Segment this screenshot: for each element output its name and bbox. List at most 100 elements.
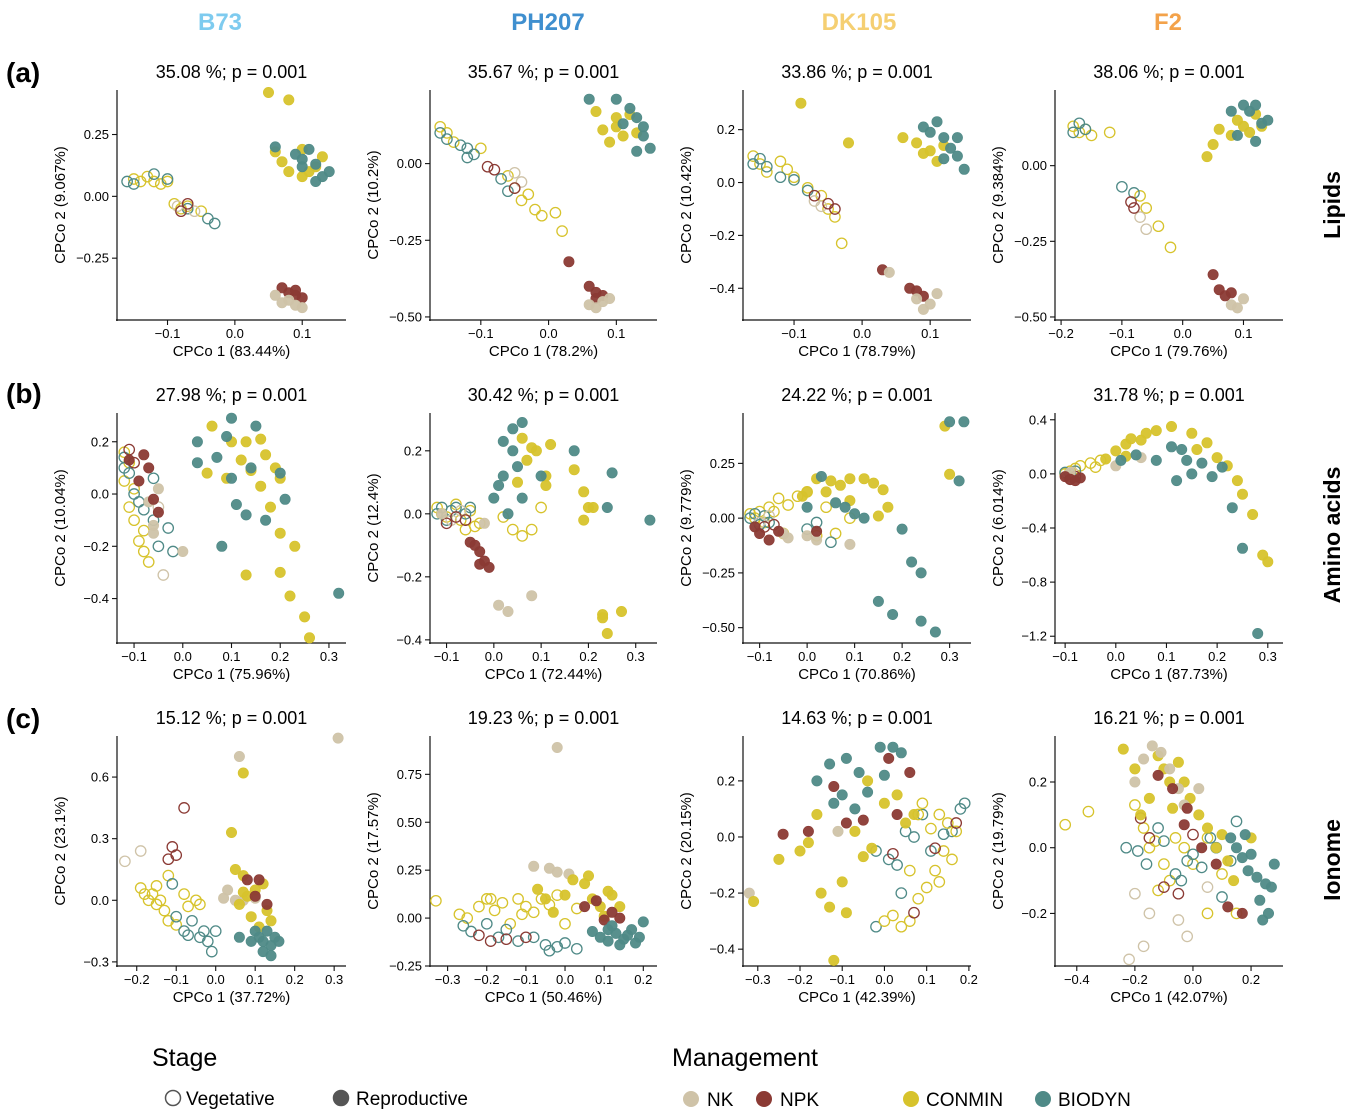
scatter-point-nk-reproductive <box>1146 740 1158 752</box>
scatter-point-biodyn-reproductive <box>1242 865 1254 877</box>
scatter-point-biodyn-reproductive <box>836 789 848 801</box>
scatter-point-biodyn-reproductive <box>1226 502 1238 514</box>
scatter-point-biodyn-reproductive <box>839 501 851 513</box>
scatter-point-npk-reproductive <box>777 828 789 840</box>
scatter-point-conmin-reproductive <box>878 797 890 809</box>
scatter-point-conmin-vegetative <box>516 908 528 921</box>
scatter-point-biodyn-reproductive <box>637 916 649 928</box>
legend-npk-label: NPK <box>780 1090 819 1110</box>
scatter-point-npk-vegetative <box>1128 202 1140 214</box>
scatter-point-conmin-reproductive <box>748 895 760 907</box>
scatter-point-conmin-vegetative <box>162 914 175 927</box>
y-tick-label: 0.25 <box>84 127 109 142</box>
panel-7: 31.78 %; p = 0.001 −0.1 0.0 0.1 0.2 0.3 −1.2 −0… <box>990 385 1283 683</box>
y-axis-label: CPCo 2 (9.067%) <box>52 146 69 264</box>
legend-nk-marker <box>683 1091 699 1107</box>
scatter-point-conmin-vegetative <box>504 917 517 930</box>
x-tick-label: 0.1 <box>293 326 311 341</box>
scatter-point-nk-reproductive <box>332 732 344 744</box>
scatter-point-biodyn-vegetative <box>754 152 766 165</box>
scatter-point-conmin-vegetative <box>1152 220 1165 233</box>
scatter-point-conmin-vegetative <box>527 906 540 919</box>
scatter-point-nk-reproductive <box>1164 763 1176 775</box>
y-tick-label: 0.00 <box>397 911 422 926</box>
scatter-point-biodyn-vegetative <box>1195 861 1208 874</box>
y-axis-label: CPCo 2 (23.1%) <box>52 796 69 905</box>
scatter-point-biodyn-vegetative <box>1216 891 1228 903</box>
scatter-point-nk-reproductive <box>152 483 164 495</box>
scatter-point-nk-reproductive <box>844 538 856 550</box>
scatter-point-conmin-reproductive <box>866 842 878 854</box>
scatter-point-conmin-reproductive <box>237 886 249 898</box>
scatter-point-conmin-vegetative <box>441 127 453 139</box>
scatter-point-conmin-vegetative <box>1103 126 1116 139</box>
x-tick-label: −0.2 <box>474 972 500 987</box>
scatter-point-npk-reproductive <box>614 912 626 924</box>
scatter-point-conmin-reproductive <box>825 475 837 487</box>
scatter-point-biodyn-reproductive <box>230 498 242 510</box>
scatter-point-nk-reproductive <box>478 517 490 529</box>
scatter-point-biodyn-vegetative <box>1181 855 1194 867</box>
scatter-point-npk-reproductive <box>1222 901 1234 913</box>
y-tick-label: 0.2 <box>717 773 735 788</box>
y-axis-label: CPCo 2 (20.15%) <box>678 792 695 910</box>
scatter-point-conmin-vegetative <box>148 175 160 188</box>
scatter-point-nk-vegetative <box>1134 211 1146 223</box>
scatter-point-biodyn-reproductive <box>629 937 641 949</box>
scatter-point-biodyn-reproductive <box>261 925 273 937</box>
x-tick-label: 0.0 <box>853 326 871 341</box>
scatter-point-biodyn-vegetative <box>205 945 218 958</box>
scatter-point-biodyn-reproductive <box>310 158 322 170</box>
x-axis-label: CPCo 1 (78.2%) <box>489 343 598 360</box>
scatter-point-conmin-vegetative <box>1137 822 1150 834</box>
scatter-point-conmin-vegetative <box>137 545 150 558</box>
x-tick-label: −0.2 <box>1122 972 1148 987</box>
y-tick-label: 0.0 <box>91 893 109 908</box>
panel-1: 35.67 %; p = 0.001 −0.1 0.0 0.1 −0.50 −0.25 0.… <box>365 62 657 360</box>
scatter-point-conmin-reproductive <box>1143 792 1155 804</box>
scatter-point-npk-reproductive <box>143 462 155 474</box>
x-tick-label: 0.1 <box>246 972 264 987</box>
scatter-point-conmin-vegetative <box>1134 190 1146 202</box>
scatter-point-conmin-vegetative <box>1149 835 1162 847</box>
scatter-point-conmin-reproductive <box>567 874 579 886</box>
scatter-point-conmin-reproductive <box>868 477 880 489</box>
scatter-point-conmin-reproductive <box>1193 809 1205 821</box>
scatter-point-npk-vegetative <box>440 517 453 530</box>
scatter-point-biodyn-reproductive <box>507 423 519 435</box>
scatter-point-biodyn-reproductive <box>1263 907 1275 919</box>
scatter-point-conmin-reproductive <box>201 467 213 479</box>
scatter-point-conmin-vegetative <box>535 501 547 514</box>
scatter-point-biodyn-reproductive <box>535 470 547 482</box>
scatter-point-biodyn-reproductive <box>637 121 649 133</box>
scatter-point-npk-vegetative <box>1158 881 1170 893</box>
x-tick-label: 0.1 <box>918 972 936 987</box>
scatter-point-conmin-reproductive <box>1172 756 1184 768</box>
scatter-point-npk-vegetative <box>488 163 501 176</box>
scatter-point-conmin-vegetative <box>549 206 562 219</box>
legend-vegetative-label: Vegetative <box>186 1089 275 1110</box>
y-tick-label: −0.2 <box>709 228 735 243</box>
scatter-point-biodyn-reproductive <box>938 153 950 165</box>
scatter-point-conmin-reproductive <box>1244 126 1256 138</box>
scatter-point-conmin-reproductive <box>1166 420 1178 432</box>
scatter-point-conmin-reproductive <box>1211 452 1223 464</box>
y-tick-label: −0.8 <box>1021 575 1047 590</box>
scatter-point-npk-reproductive <box>1207 269 1219 281</box>
scatter-point-nk-vegetative <box>1181 930 1194 943</box>
x-tick-label: −0.2 <box>787 972 813 987</box>
scatter-point-npk-vegetative <box>484 935 497 947</box>
scatter-point-biodyn-reproductive <box>644 142 656 154</box>
scatter-point-biodyn-vegetative <box>958 797 971 810</box>
y-tick-label: −0.2 <box>709 886 735 901</box>
scatter-point-biodyn-reproductive <box>1251 871 1263 883</box>
scatter-point-conmin-reproductive <box>1262 556 1274 568</box>
scatter-point-conmin-reproductive <box>1231 475 1243 487</box>
y-tick-label: 0.2 <box>1029 775 1047 790</box>
scatter-point-biodyn-reproductive <box>250 420 262 432</box>
scatter-point-biodyn-vegetative <box>539 939 552 951</box>
scatter-point-nk-reproductive <box>801 530 813 542</box>
scatter-point-conmin-reproductive <box>597 612 609 624</box>
scatter-point-conmin-reproductive <box>849 825 861 837</box>
scatter-point-biodyn-reproductive <box>216 540 228 552</box>
